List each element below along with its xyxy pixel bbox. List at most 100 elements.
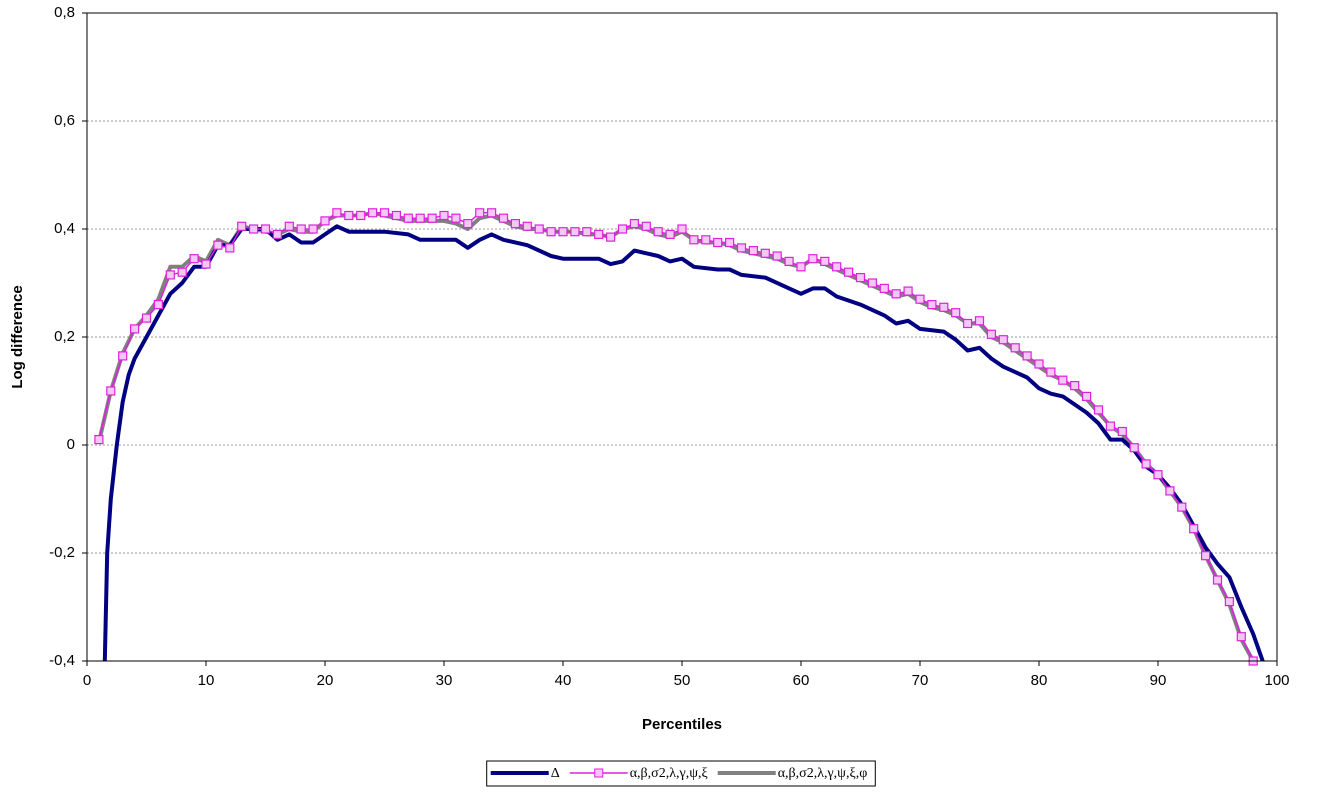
point-marker <box>855 273 866 283</box>
point-marker <box>106 386 116 396</box>
point-marker <box>665 229 675 239</box>
point-marker <box>1117 426 1127 437</box>
point-marker <box>94 435 104 445</box>
point-marker <box>832 262 842 272</box>
point-marker <box>986 329 997 339</box>
point-marker <box>1046 367 1056 377</box>
point-marker <box>867 278 878 288</box>
point-marker <box>820 256 830 266</box>
point-marker <box>1034 359 1044 369</box>
point-marker <box>1200 551 1211 561</box>
point-marker <box>177 267 187 277</box>
point-marker <box>332 208 342 218</box>
legend-box <box>486 760 876 787</box>
point-marker <box>748 246 759 256</box>
point-marker <box>403 213 413 223</box>
y-tick-label: 0,4 <box>54 220 75 237</box>
point-marker <box>724 237 735 248</box>
point-marker <box>617 224 628 234</box>
point-marker <box>1189 524 1199 534</box>
point-marker <box>962 318 973 329</box>
point-marker <box>605 232 616 242</box>
point-marker <box>641 221 651 231</box>
point-marker <box>237 221 247 231</box>
point-marker <box>903 286 913 296</box>
point-marker <box>736 243 747 253</box>
point-marker <box>213 240 223 250</box>
x-tick-label: 40 <box>555 672 572 689</box>
point-marker <box>843 267 854 277</box>
point-marker <box>1153 470 1163 480</box>
point-marker <box>118 351 128 361</box>
point-marker <box>1129 443 1139 453</box>
point-marker <box>284 221 294 231</box>
legend-label: Δ <box>551 766 560 781</box>
y-axis-label: Log difference <box>9 285 26 388</box>
point-marker <box>760 248 770 258</box>
point-marker <box>570 227 580 237</box>
point-marker <box>368 208 378 218</box>
point-marker <box>653 227 663 237</box>
x-tick-label: 80 <box>1031 672 1048 689</box>
point-marker <box>391 210 401 221</box>
point-marker <box>1224 596 1235 607</box>
legend-marker <box>594 768 604 778</box>
point-marker <box>927 300 937 310</box>
point-marker <box>1010 343 1020 353</box>
y-tick-label: 0,6 <box>54 112 75 129</box>
point-marker <box>356 210 366 221</box>
point-marker <box>1022 351 1032 361</box>
x-tick-label: 10 <box>198 672 215 689</box>
point-marker <box>784 256 794 266</box>
point-marker <box>141 313 152 323</box>
point-marker <box>522 221 532 231</box>
point-marker <box>1105 421 1116 431</box>
x-tick-label: 30 <box>436 672 453 689</box>
point-marker <box>272 229 282 239</box>
point-marker <box>1177 502 1187 512</box>
point-marker <box>915 294 925 304</box>
point-marker <box>713 237 723 248</box>
y-tick-label: -0,4 <box>49 652 75 669</box>
point-marker <box>130 324 140 334</box>
point-marker <box>153 300 163 310</box>
point-marker <box>510 219 520 229</box>
point-marker <box>582 227 592 237</box>
y-tick-label: -0,2 <box>49 544 75 561</box>
point-marker <box>974 316 985 326</box>
x-tick-label: 90 <box>1150 672 1167 689</box>
point-marker <box>296 224 306 234</box>
point-marker <box>487 208 497 218</box>
point-marker <box>998 335 1008 345</box>
point-marker <box>879 283 889 293</box>
y-tick-label: 0,2 <box>54 328 75 345</box>
point-marker <box>796 262 806 272</box>
point-marker <box>808 254 818 264</box>
point-marker <box>772 251 782 261</box>
point-marker <box>546 227 556 237</box>
point-marker <box>1070 381 1080 391</box>
point-marker <box>939 302 949 312</box>
point-marker <box>320 216 330 226</box>
point-marker <box>534 224 544 234</box>
series-line <box>98 212 1254 662</box>
point-marker <box>1236 632 1246 642</box>
point-marker <box>498 213 509 223</box>
point-marker <box>225 243 235 253</box>
point-marker <box>1081 391 1092 401</box>
point-marker <box>439 210 449 221</box>
point-marker <box>415 213 425 223</box>
point-marker <box>463 219 473 229</box>
point-marker <box>201 259 211 269</box>
legend-label: α,β,σ2,λ,γ,ψ,ξ,φ <box>778 766 868 781</box>
plot-frame <box>86 12 1278 662</box>
x-tick-label: 70 <box>912 672 929 689</box>
point-marker <box>594 229 604 239</box>
x-tick-label: 0 <box>83 672 91 689</box>
x-tick-label: 100 <box>1264 672 1289 689</box>
y-tick-label: 0,8 <box>54 4 75 21</box>
point-marker <box>308 224 318 234</box>
point-marker <box>165 270 175 280</box>
point-marker <box>189 254 199 264</box>
point-marker <box>260 224 271 234</box>
